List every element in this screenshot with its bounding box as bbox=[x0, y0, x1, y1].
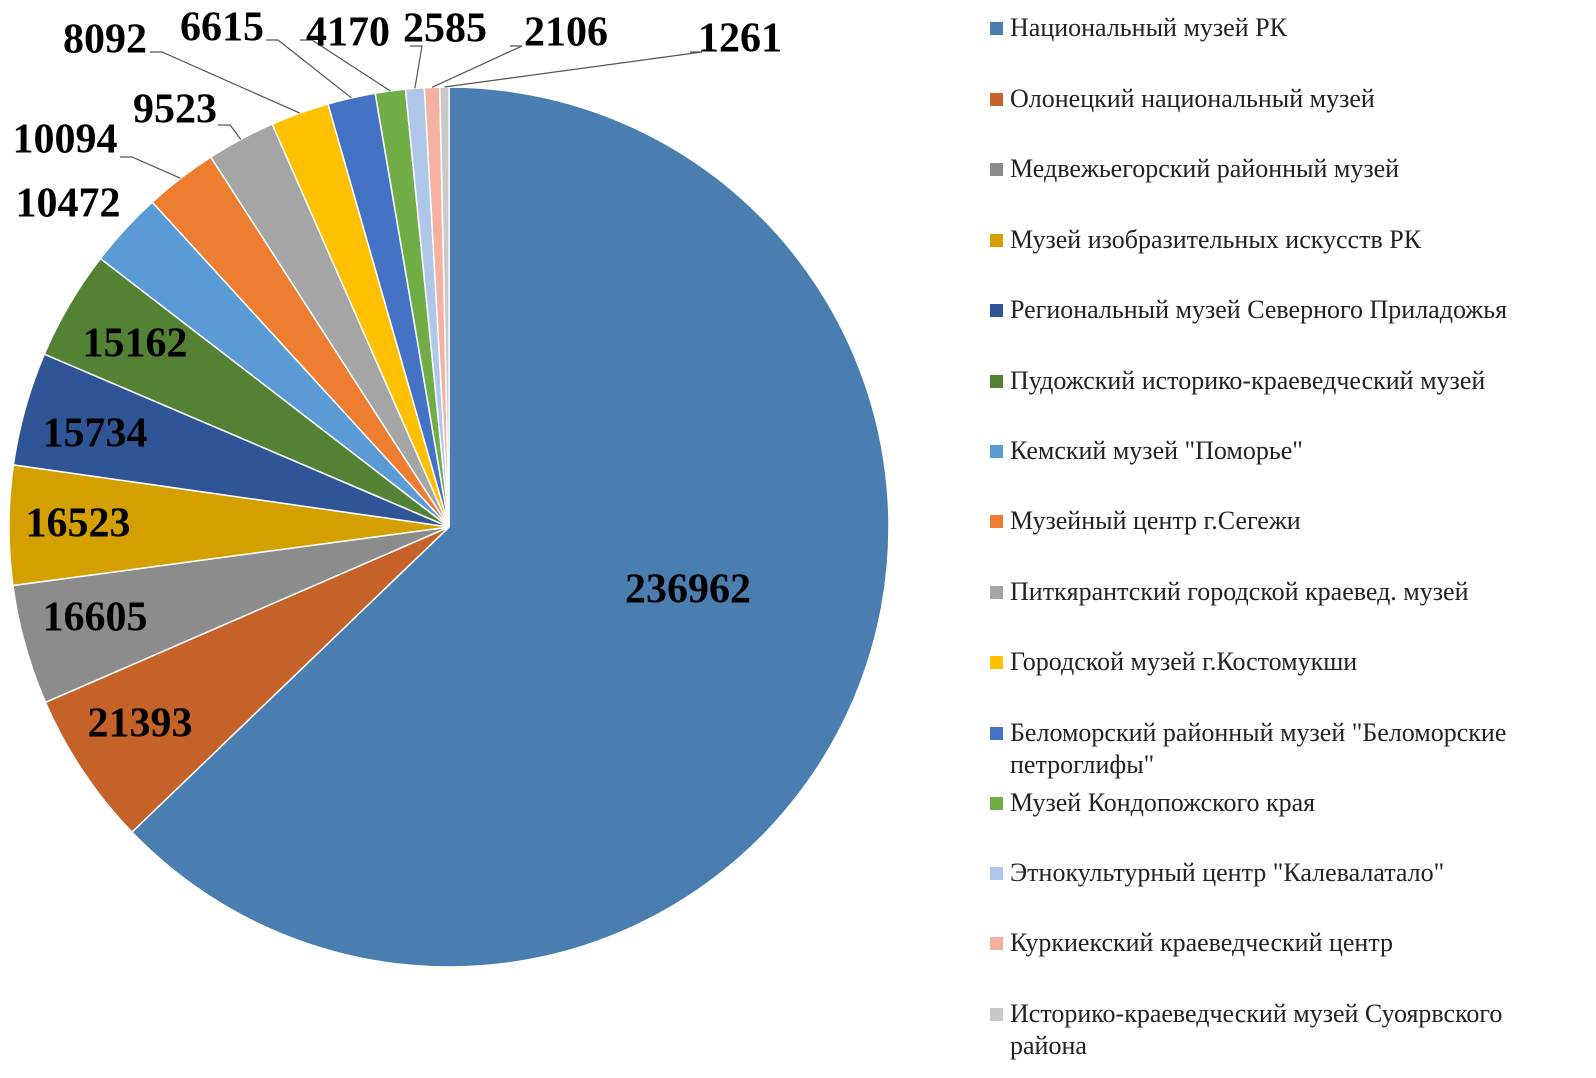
legend-swatch bbox=[990, 937, 1003, 950]
leader-line bbox=[120, 156, 181, 179]
legend-entry: Медвежьегорский районный музей bbox=[988, 153, 1578, 185]
leader-line bbox=[444, 51, 703, 88]
leader-line bbox=[300, 39, 391, 92]
data-label: 236962 bbox=[625, 567, 751, 613]
legend-entry: Музей Кондопожского края bbox=[988, 787, 1578, 819]
legend-entry: Этнокультурный центр "Калевалатало" bbox=[988, 857, 1578, 889]
legend-label: Музей Кондопожского края bbox=[1010, 788, 1316, 817]
pie-slice bbox=[44, 526, 450, 834]
legend-entry: Кемский музей "Поморье" bbox=[988, 435, 1578, 467]
legend-swatch bbox=[990, 22, 1003, 35]
data-label: 16523 bbox=[26, 501, 131, 547]
legend-entry: Куркиекский краеведческий центр bbox=[988, 927, 1578, 959]
legend-label: Региональный музей Северного Приладожья bbox=[1010, 295, 1508, 324]
legend-swatch bbox=[990, 375, 1003, 388]
legend-label: Музей изобразительных искусств РК bbox=[1010, 225, 1422, 254]
leader-line bbox=[410, 45, 423, 89]
legend-swatch bbox=[990, 867, 1003, 880]
legend-label: Беломорский районный музей "Беломорские … bbox=[1010, 718, 1507, 779]
legend-label: Историко-краеведческий музей Суоярвского… bbox=[1010, 999, 1503, 1060]
data-label: 8092 bbox=[63, 17, 147, 63]
legend-entry: Музей изобразительных искусств РК bbox=[988, 224, 1578, 256]
legend-entry: Олонецкий национальный музей bbox=[988, 83, 1578, 115]
data-label: 15162 bbox=[83, 321, 188, 367]
leader-line bbox=[150, 51, 300, 114]
legend-swatch bbox=[990, 93, 1003, 106]
legend-entry: Историко-краеведческий музей Суоярвского… bbox=[988, 998, 1578, 1062]
legend-entry: Музейный центр г.Сегежи bbox=[988, 505, 1578, 537]
legend-entry: Национальный музей РК bbox=[988, 12, 1578, 44]
data-label: 2106 bbox=[524, 10, 608, 56]
legend-swatch bbox=[990, 445, 1003, 458]
data-label: 15734 bbox=[43, 411, 148, 457]
legend-label: Национальный музей РК bbox=[1010, 13, 1287, 42]
data-label: 4170 bbox=[306, 10, 390, 56]
legend-entry: Городской музей г.Костомукши bbox=[988, 646, 1578, 678]
legend-swatch bbox=[990, 304, 1003, 317]
data-label: 9523 bbox=[133, 87, 217, 133]
leader-line bbox=[218, 124, 242, 140]
pie-slice bbox=[130, 86, 890, 968]
data-label: 6615 bbox=[180, 5, 264, 51]
leader-line bbox=[266, 39, 352, 99]
legend-swatch bbox=[990, 234, 1003, 247]
legend-label: Кемский музей "Поморье" bbox=[1010, 436, 1303, 465]
legend-entry: Региональный музей Северного Приладожья bbox=[988, 294, 1578, 326]
legend-swatch bbox=[990, 515, 1003, 528]
data-label: 10094 bbox=[13, 117, 118, 163]
data-label: 21393 bbox=[88, 701, 193, 747]
legend-swatch bbox=[990, 797, 1003, 810]
legend-label: Медвежьегорский районный музей bbox=[1010, 154, 1400, 183]
legend-label: Этнокультурный центр "Калевалатало" bbox=[1010, 858, 1445, 887]
legend-label: Пудожский историко-краеведческий музей bbox=[1010, 366, 1486, 395]
legend-label: Куркиекский краеведческий центр bbox=[1010, 928, 1394, 957]
legend-label: Питкярантский городской краевед. музей bbox=[1010, 577, 1469, 606]
legend-entry: Пудожский историко-краеведческий музей bbox=[988, 365, 1578, 397]
legend-label: Городской музей г.Костомукши bbox=[1010, 647, 1358, 676]
pie-area: 236962 21393 16605 16523 15734 15162 10472 1009… bbox=[8, 5, 890, 968]
legend-entry: Беломорский районный музей "Беломорские … bbox=[988, 717, 1578, 781]
legend-swatch bbox=[990, 1008, 1003, 1021]
data-label: 10472 bbox=[16, 181, 121, 227]
legend-swatch bbox=[990, 656, 1003, 669]
legend-swatch bbox=[990, 586, 1003, 599]
data-label: 2585 bbox=[403, 6, 487, 52]
legend-label: Олонецкий национальный музей bbox=[1010, 84, 1375, 113]
legend-entry: Питкярантский городской краевед. музей bbox=[988, 576, 1578, 608]
leader-line bbox=[431, 45, 523, 88]
legend-swatch bbox=[990, 163, 1003, 176]
data-label: 16605 bbox=[43, 595, 148, 641]
legend-label: Музейный центр г.Сегежи bbox=[1010, 506, 1301, 535]
data-label: 1261 bbox=[698, 16, 782, 62]
legend-swatch bbox=[990, 727, 1003, 740]
